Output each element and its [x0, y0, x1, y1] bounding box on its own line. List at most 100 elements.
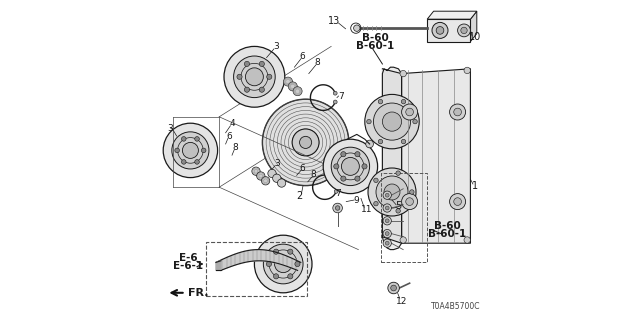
Text: B-60-1: B-60-1 — [356, 41, 394, 52]
Circle shape — [385, 206, 389, 210]
Circle shape — [383, 239, 392, 247]
Circle shape — [202, 148, 206, 153]
Circle shape — [257, 172, 265, 180]
Polygon shape — [470, 11, 477, 42]
Text: 8: 8 — [314, 58, 319, 67]
Circle shape — [245, 68, 264, 86]
Text: 4: 4 — [229, 119, 235, 128]
Circle shape — [374, 201, 378, 206]
Text: 6: 6 — [300, 52, 305, 60]
Circle shape — [262, 99, 349, 186]
Circle shape — [237, 74, 242, 79]
Circle shape — [175, 148, 179, 153]
Polygon shape — [383, 69, 402, 243]
Circle shape — [163, 123, 218, 178]
Circle shape — [172, 132, 209, 169]
Circle shape — [365, 94, 419, 149]
Text: T0A4B5700C: T0A4B5700C — [431, 302, 481, 311]
Circle shape — [195, 137, 199, 141]
Circle shape — [182, 137, 186, 141]
Circle shape — [464, 67, 470, 74]
Circle shape — [450, 194, 466, 210]
Circle shape — [402, 104, 418, 120]
Text: 8: 8 — [232, 143, 238, 152]
Text: 10: 10 — [469, 32, 481, 42]
Text: 2: 2 — [296, 191, 302, 201]
Circle shape — [244, 61, 250, 67]
Circle shape — [234, 56, 275, 98]
Circle shape — [259, 87, 264, 92]
Circle shape — [333, 91, 337, 95]
Text: 6: 6 — [300, 164, 305, 172]
Text: 5: 5 — [396, 201, 401, 212]
Circle shape — [224, 46, 285, 107]
Circle shape — [374, 178, 378, 183]
Circle shape — [244, 87, 250, 92]
Circle shape — [402, 194, 418, 210]
Circle shape — [450, 104, 466, 120]
Circle shape — [432, 22, 448, 38]
Circle shape — [268, 169, 276, 178]
Circle shape — [354, 25, 360, 31]
Circle shape — [266, 261, 271, 267]
Text: 3: 3 — [274, 159, 280, 168]
Circle shape — [385, 232, 389, 236]
Circle shape — [378, 139, 383, 144]
Circle shape — [368, 168, 416, 216]
Circle shape — [300, 136, 312, 148]
Text: B-60: B-60 — [434, 220, 461, 231]
Circle shape — [278, 179, 286, 187]
Text: 9: 9 — [353, 196, 359, 204]
Circle shape — [284, 77, 292, 86]
Circle shape — [385, 241, 389, 245]
Circle shape — [333, 100, 337, 104]
Circle shape — [340, 176, 346, 181]
Circle shape — [396, 209, 401, 213]
Circle shape — [182, 160, 186, 164]
Circle shape — [275, 255, 292, 273]
Circle shape — [334, 189, 338, 193]
Circle shape — [292, 129, 319, 156]
Circle shape — [388, 282, 399, 294]
Text: 6: 6 — [226, 132, 232, 140]
Circle shape — [273, 249, 278, 254]
Circle shape — [273, 274, 278, 279]
Circle shape — [464, 237, 470, 243]
Circle shape — [376, 176, 408, 208]
Circle shape — [273, 174, 281, 182]
Circle shape — [390, 285, 397, 291]
Circle shape — [378, 100, 383, 104]
Circle shape — [355, 152, 360, 157]
Circle shape — [254, 235, 312, 293]
Circle shape — [458, 24, 470, 37]
Circle shape — [374, 103, 411, 140]
Circle shape — [385, 219, 389, 223]
Circle shape — [401, 139, 406, 144]
Text: 8: 8 — [311, 170, 316, 179]
Text: 13: 13 — [328, 16, 340, 26]
Circle shape — [454, 198, 461, 205]
Circle shape — [342, 157, 360, 175]
Text: 3: 3 — [273, 42, 279, 51]
Text: E-6-1: E-6-1 — [173, 260, 203, 271]
Circle shape — [323, 139, 378, 194]
Text: 12: 12 — [396, 297, 407, 306]
Circle shape — [264, 244, 303, 284]
Text: B-60: B-60 — [362, 33, 388, 44]
Circle shape — [383, 112, 402, 131]
Circle shape — [366, 140, 374, 148]
Text: FR.: FR. — [188, 288, 209, 298]
Polygon shape — [402, 69, 470, 243]
Circle shape — [332, 147, 370, 186]
Circle shape — [340, 152, 346, 157]
Circle shape — [401, 100, 406, 104]
Circle shape — [288, 274, 293, 279]
Circle shape — [436, 27, 444, 34]
Circle shape — [406, 108, 413, 116]
Circle shape — [355, 176, 360, 181]
Text: 1: 1 — [472, 180, 478, 191]
Circle shape — [385, 193, 389, 197]
Circle shape — [333, 164, 339, 169]
Circle shape — [288, 82, 297, 91]
Circle shape — [252, 167, 260, 175]
